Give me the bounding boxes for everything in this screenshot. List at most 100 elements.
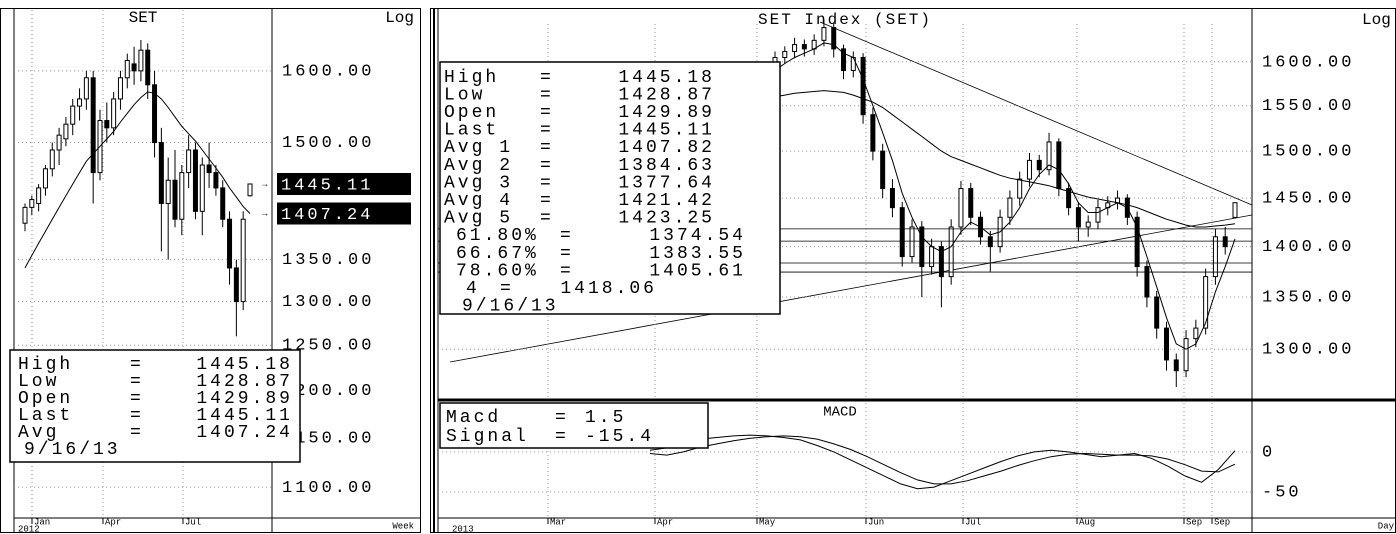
year-label: 2013 <box>452 524 474 534</box>
level-value: 1418.06 <box>560 279 657 299</box>
candle-body <box>50 150 54 169</box>
y-tick-label: 1300.00 <box>1262 341 1354 360</box>
price-flag-label: 1445.11 <box>281 176 373 195</box>
x-tick-label: Sep <box>1186 517 1202 527</box>
candle-body <box>988 237 992 247</box>
candle-body <box>1008 198 1012 217</box>
candle-body <box>1096 208 1100 222</box>
x-tick-label: Aug <box>1079 517 1095 527</box>
arrow: → <box>262 209 268 219</box>
candle-body <box>78 99 82 106</box>
y-tick-label: 1600.00 <box>282 62 374 81</box>
info-equals: = <box>540 209 554 229</box>
info-date: 9/16/13 <box>462 297 559 317</box>
candle-body <box>900 208 904 257</box>
candle-body <box>84 78 88 99</box>
y-tick-label: 1450.00 <box>1262 190 1354 209</box>
candle-body <box>37 188 41 204</box>
candle-body <box>187 150 191 173</box>
candle-body <box>91 78 95 173</box>
period-label: Week <box>392 521 414 531</box>
arrow: → <box>262 179 268 189</box>
chart-title: SET Index (SET) <box>758 11 932 29</box>
candle-body <box>193 150 197 211</box>
candle-body <box>1174 360 1178 371</box>
candle-body <box>861 57 865 114</box>
info-value: 1407.24 <box>196 423 293 443</box>
x-tick-label: Apr <box>657 517 673 527</box>
candle-body <box>221 188 225 219</box>
candle-body <box>871 115 875 151</box>
candle-body <box>822 28 826 41</box>
candle-body <box>802 45 806 49</box>
y-tick-label: 1500.00 <box>282 134 374 153</box>
candle-body <box>30 200 34 208</box>
period-label: Day <box>1378 521 1395 531</box>
candle-body <box>241 219 245 301</box>
x-tick-label: May <box>759 517 776 527</box>
y-tick-label: 1300.00 <box>282 293 374 312</box>
candle-body <box>132 64 136 71</box>
info-equals: = <box>130 423 144 443</box>
candle-body <box>1076 208 1080 227</box>
candle-body <box>959 189 963 227</box>
candle-body <box>1164 328 1168 360</box>
year-label: 2012 <box>18 524 40 534</box>
x-tick-label: Jul <box>185 517 201 527</box>
candle-body <box>71 106 75 124</box>
candle-body <box>214 173 218 188</box>
candle-body <box>793 45 797 52</box>
candle-body <box>234 268 238 302</box>
candle-body <box>1145 267 1149 297</box>
candle-body <box>180 173 184 220</box>
candle-body <box>125 60 129 77</box>
candle-body <box>1233 203 1237 218</box>
candle-body <box>783 51 787 57</box>
candle-body <box>1027 160 1031 179</box>
candle-body <box>910 227 914 257</box>
scale-label: Log <box>1362 11 1391 29</box>
price-flag-label: 1407.24 <box>281 206 373 225</box>
y-tick-label: 1500.00 <box>1262 143 1354 162</box>
x-tick-label: Jul <box>965 517 981 527</box>
chart-title: SET <box>129 9 158 27</box>
x-tick-label: Sep <box>1214 517 1230 527</box>
candle-body <box>1194 328 1198 339</box>
info-label: Macd <box>446 408 501 428</box>
candle-body <box>146 50 150 85</box>
x-tick-label: Apr <box>105 517 121 527</box>
info-value: 1.5 <box>585 408 626 428</box>
level-value: 1405.61 <box>649 261 746 281</box>
info-date: 9/16/13 <box>24 440 121 460</box>
candle-body <box>1204 277 1208 328</box>
candle-body <box>1057 142 1061 189</box>
candle-body <box>1037 160 1041 169</box>
candle-body <box>43 169 47 188</box>
candle-body <box>890 189 894 208</box>
candle-body <box>105 121 109 128</box>
candle-body <box>200 165 204 211</box>
candle-body <box>159 143 163 204</box>
y-tick-label: -50 <box>1262 483 1302 502</box>
candle-body <box>248 184 252 196</box>
y-tick-label: 1400.00 <box>1262 238 1354 257</box>
y-tick-label: 1350.00 <box>1262 288 1354 307</box>
candle-body <box>112 99 116 128</box>
scale-label: Log <box>385 9 414 27</box>
screen: SET Log Week SET Index (SET) Log Day MAC… <box>0 0 1396 534</box>
y-tick-label: 1550.00 <box>1262 97 1354 116</box>
candle-body <box>228 219 232 268</box>
candle-body <box>1018 179 1022 198</box>
candle-body <box>1184 339 1188 371</box>
chart-title: MACD <box>823 405 857 421</box>
candle-body <box>207 165 211 173</box>
candle-body <box>139 50 143 71</box>
candle-body <box>949 227 953 277</box>
candle-body <box>118 78 122 99</box>
info-label: Signal <box>446 427 529 447</box>
info-value: -15.4 <box>585 427 654 447</box>
info-equals: = <box>555 427 569 447</box>
candle-body <box>1086 222 1090 227</box>
candle-body <box>173 180 177 219</box>
x-tick-label: Mar <box>550 517 566 527</box>
